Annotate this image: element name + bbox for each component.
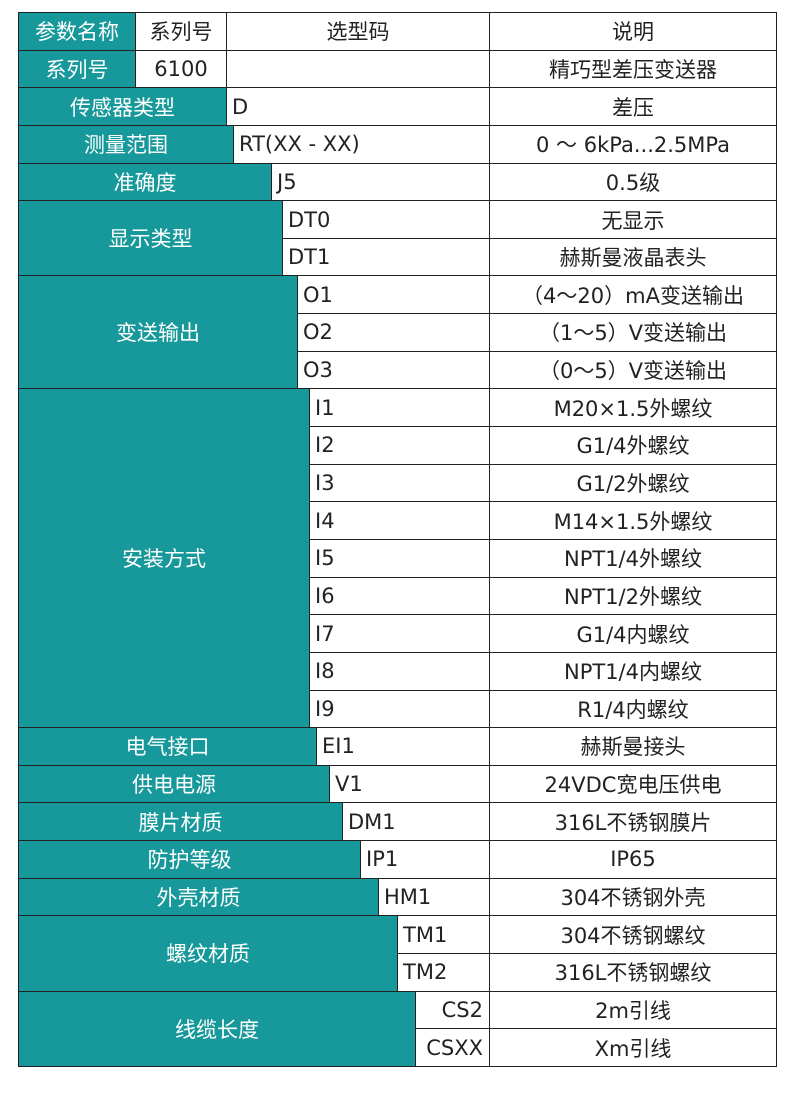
option-code: I5	[309, 538, 490, 578]
option-description: 无显示	[489, 200, 777, 239]
option-description: G1/2外螺纹	[489, 463, 777, 503]
option-code: CS2	[415, 990, 490, 1030]
option-code: O3	[297, 350, 490, 390]
header-cell: 说明	[489, 12, 777, 51]
series-code: 6100	[135, 49, 227, 89]
option-code: O1	[297, 275, 490, 315]
option-code: I2	[309, 426, 490, 465]
group-name: 螺纹材质	[18, 915, 398, 992]
option-description: （0～5）V变送输出	[489, 350, 777, 390]
option-code: CSXX	[415, 1028, 490, 1067]
option-description: G1/4内螺纹	[489, 614, 777, 653]
empty-cell	[226, 49, 490, 89]
option-code: J5	[271, 162, 490, 202]
group-name: 外壳材质	[18, 877, 379, 917]
option-code: TM1	[397, 915, 490, 954]
option-code: I9	[309, 689, 490, 729]
option-description: 304不锈钢外壳	[489, 877, 777, 917]
group-name: 供电电源	[18, 764, 330, 804]
group-name: 电气接口	[18, 727, 317, 766]
option-code: DM1	[342, 802, 490, 842]
option-description: 24VDC宽电压供电	[489, 764, 777, 804]
option-description: NPT1/4内螺纹	[489, 651, 777, 691]
group-name: 测量范围	[18, 124, 234, 164]
option-code: I1	[309, 388, 490, 428]
group-name: 传感器类型	[18, 87, 227, 126]
option-code: I3	[309, 463, 490, 503]
option-description: 316L不锈钢螺纹	[489, 953, 777, 992]
option-description: 0.5级	[489, 162, 777, 202]
option-code: I8	[309, 651, 490, 691]
option-description: 赫斯曼液晶表头	[489, 237, 777, 277]
option-code: D	[226, 87, 490, 126]
option-description: 304不锈钢螺纹	[489, 915, 777, 954]
header-cell: 系列号	[135, 12, 227, 51]
group-name: 显示类型	[18, 200, 283, 277]
option-description: 差压	[489, 87, 777, 126]
option-description: 0 ～ 6kPa...2.5MPa	[489, 124, 777, 164]
option-description: （1～5）V变送输出	[489, 313, 777, 352]
option-description: 2m引线	[489, 990, 777, 1030]
option-code: DT1	[282, 237, 490, 277]
option-description: IP65	[489, 840, 777, 879]
option-code: O2	[297, 313, 490, 352]
option-code: I4	[309, 501, 490, 540]
option-code: RT(XX - XX)	[233, 124, 490, 164]
option-code: HM1	[378, 877, 490, 917]
option-description: NPT1/4外螺纹	[489, 538, 777, 578]
series-description: 精巧型差压变送器	[489, 49, 777, 89]
option-code: V1	[329, 764, 490, 804]
series-label: 系列号	[18, 49, 136, 89]
group-name: 安装方式	[18, 388, 310, 729]
option-description: R1/4内螺纹	[489, 689, 777, 729]
group-name: 变送输出	[18, 275, 298, 390]
group-name: 膜片材质	[18, 802, 343, 842]
option-code: DT0	[282, 200, 490, 239]
group-name: 准确度	[18, 162, 272, 202]
option-code: EI1	[316, 727, 490, 766]
option-description: Xm引线	[489, 1028, 777, 1067]
option-description: M14×1.5外螺纹	[489, 501, 777, 540]
option-code: I7	[309, 614, 490, 653]
option-code: IP1	[360, 840, 490, 879]
option-description: 赫斯曼接头	[489, 727, 777, 766]
header-cell: 选型码	[226, 12, 490, 51]
group-name: 线缆长度	[18, 990, 416, 1067]
header-cell: 参数名称	[18, 12, 136, 51]
option-description: 316L不锈钢膜片	[489, 802, 777, 842]
option-description: M20×1.5外螺纹	[489, 388, 777, 428]
option-code: I6	[309, 576, 490, 616]
option-description: （4～20）mA变送输出	[489, 275, 777, 315]
option-description: G1/4外螺纹	[489, 426, 777, 465]
group-name: 防护等级	[18, 840, 361, 879]
option-code: TM2	[397, 953, 490, 992]
option-description: NPT1/2外螺纹	[489, 576, 777, 616]
